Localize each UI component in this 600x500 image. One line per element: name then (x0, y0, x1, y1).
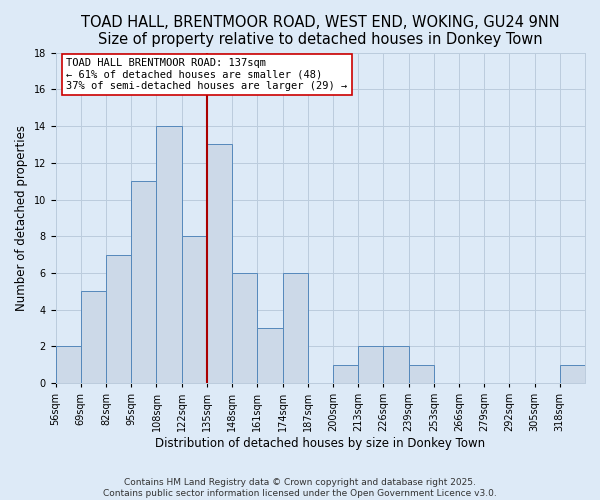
Y-axis label: Number of detached properties: Number of detached properties (15, 125, 28, 311)
Bar (333, 364, 358, 383)
Bar (560, 364, 585, 383)
Bar (56, 346, 81, 383)
Text: Contains HM Land Registry data © Crown copyright and database right 2025.
Contai: Contains HM Land Registry data © Crown c… (103, 478, 497, 498)
Text: TOAD HALL BRENTMOOR ROAD: 137sqm
← 61% of detached houses are smaller (48)
37% o: TOAD HALL BRENTMOOR ROAD: 137sqm ← 61% o… (66, 58, 347, 91)
Title: TOAD HALL, BRENTMOOR ROAD, WEST END, WOKING, GU24 9NN
Size of property relative : TOAD HALL, BRENTMOOR ROAD, WEST END, WOK… (81, 15, 560, 48)
Bar (157, 126, 182, 383)
Bar (383, 346, 409, 383)
Bar (409, 364, 434, 383)
Bar (106, 254, 131, 383)
Bar (131, 181, 157, 383)
Bar (358, 346, 383, 383)
Bar (182, 236, 207, 383)
Bar (257, 328, 283, 383)
Bar (283, 273, 308, 383)
Bar (232, 273, 257, 383)
Bar (207, 144, 232, 383)
Bar (81, 292, 106, 383)
X-axis label: Distribution of detached houses by size in Donkey Town: Distribution of detached houses by size … (155, 437, 485, 450)
